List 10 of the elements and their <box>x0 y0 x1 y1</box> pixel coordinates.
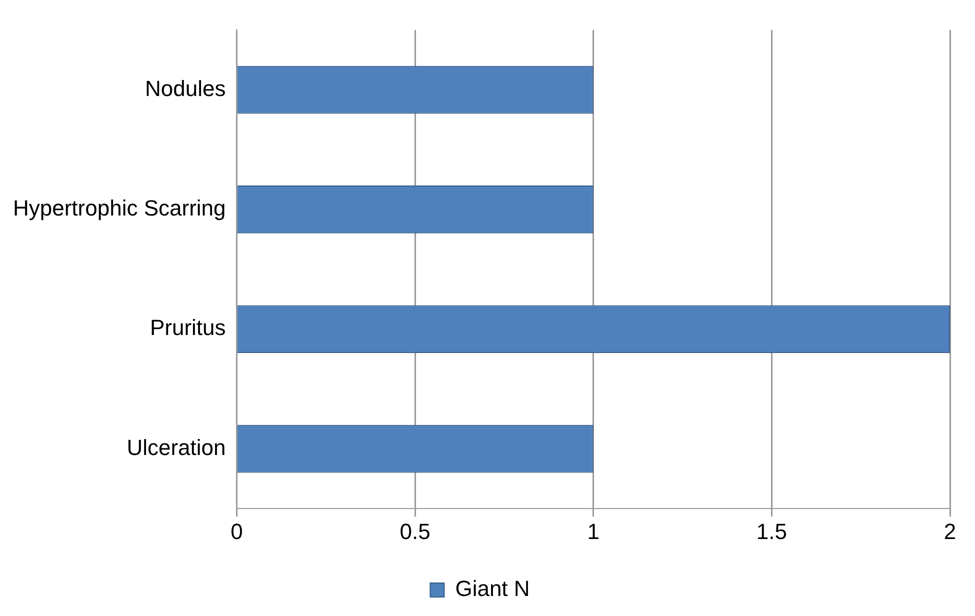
x-tick-label: 0 <box>230 518 243 544</box>
x-tick-label: 1.5 <box>756 518 787 544</box>
x-tick-label: 0.5 <box>400 518 430 544</box>
y-tick-label: Ulceration <box>126 434 226 460</box>
x-tick-label: 1 <box>587 518 600 544</box>
y-tick-label: Hypertrophic Scarring <box>13 196 226 221</box>
y-tick-label: Pruritus <box>150 315 226 340</box>
legend-label: Giant N <box>455 576 530 602</box>
x-tick-label: 2 <box>944 518 956 544</box>
y-tick-label: Nodules <box>145 76 226 101</box>
